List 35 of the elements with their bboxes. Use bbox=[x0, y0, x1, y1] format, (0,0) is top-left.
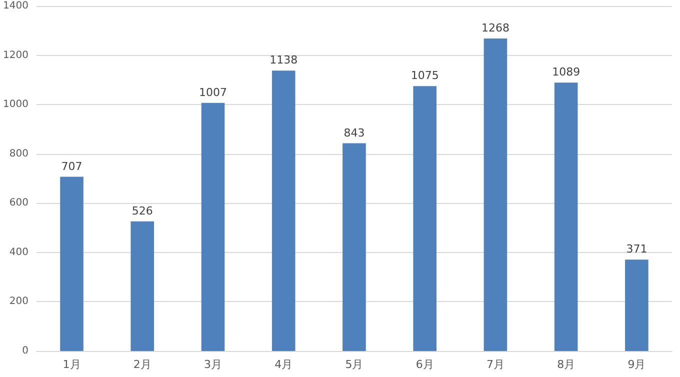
x-tick-label: 8月 bbox=[557, 358, 576, 371]
y-tick-label: 200 bbox=[9, 296, 28, 308]
data-label: 1007 bbox=[198, 86, 227, 99]
x-tick-label: 9月 bbox=[628, 358, 646, 371]
y-tick-label: 1200 bbox=[2, 50, 28, 61]
data-label: 371 bbox=[626, 242, 648, 256]
x-tick-label: 1月 bbox=[62, 358, 81, 371]
y-tick-label: 400 bbox=[9, 246, 28, 258]
x-tick-label: 3月 bbox=[204, 358, 222, 371]
bar bbox=[342, 143, 366, 351]
y-tick-label: 1000 bbox=[2, 99, 28, 110]
data-label: 707 bbox=[61, 160, 82, 173]
data-label: 843 bbox=[344, 126, 365, 140]
bar bbox=[625, 260, 648, 351]
x-tick-label: 6月 bbox=[416, 358, 434, 371]
data-label: 1268 bbox=[481, 22, 510, 35]
data-label: 526 bbox=[132, 204, 153, 218]
bar bbox=[413, 86, 436, 351]
x-tick-label: 4月 bbox=[274, 358, 293, 371]
y-tick-label: 800 bbox=[9, 148, 28, 160]
bar bbox=[484, 38, 508, 351]
bar bbox=[201, 102, 225, 351]
x-tick-label: 7月 bbox=[486, 358, 504, 371]
x-tick-label: 2月 bbox=[133, 358, 152, 371]
y-tick-label: 600 bbox=[9, 198, 28, 209]
bar bbox=[130, 221, 154, 351]
y-tick-label: 0 bbox=[22, 346, 28, 356]
y-tick-label: 1400 bbox=[2, 0, 28, 12]
bar bbox=[272, 70, 296, 351]
bar bbox=[554, 82, 578, 351]
x-tick-label: 5月 bbox=[345, 358, 364, 371]
data-label: 1089 bbox=[552, 66, 580, 79]
data-label: 1075 bbox=[410, 69, 439, 82]
data-label: 1138 bbox=[270, 54, 298, 67]
bar bbox=[60, 176, 84, 351]
